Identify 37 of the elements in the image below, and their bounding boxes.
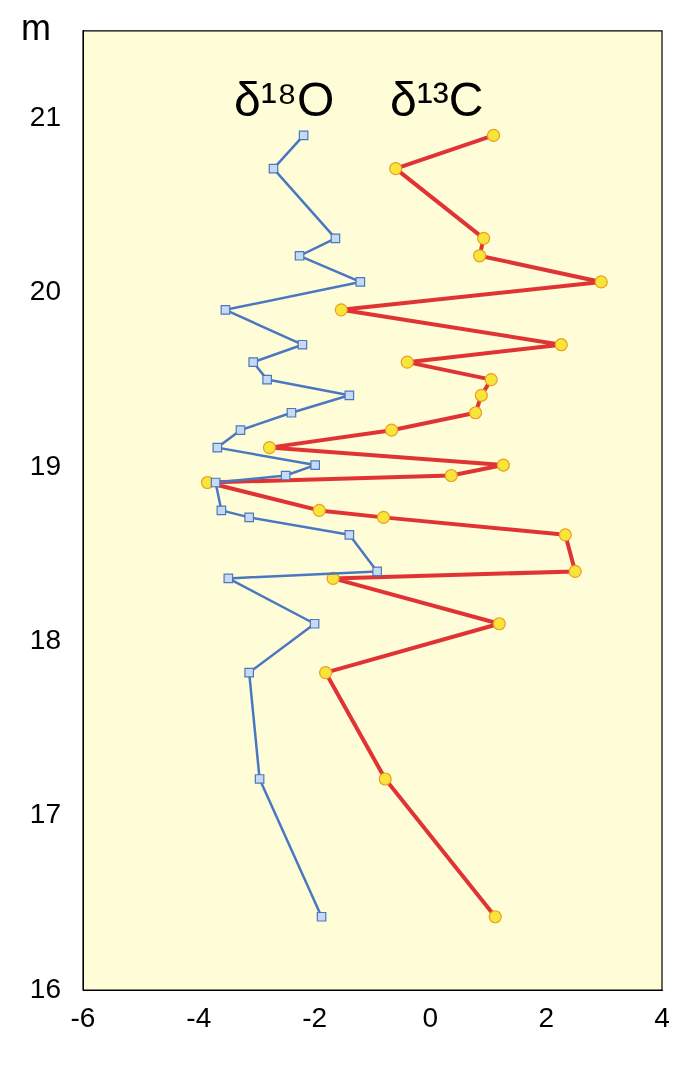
x-tick-label: 2 — [538, 1001, 554, 1033]
point — [244, 512, 255, 523]
x-tick-label: -6 — [70, 1001, 96, 1033]
y-tick-label: 21 — [29, 100, 61, 132]
point — [286, 407, 297, 418]
point — [235, 425, 246, 436]
point — [262, 374, 272, 385]
point — [244, 667, 255, 678]
point — [254, 774, 265, 784]
point — [248, 357, 259, 367]
y-tick-label: 16 — [29, 972, 61, 1004]
point — [344, 529, 355, 540]
point — [220, 305, 231, 315]
point — [223, 573, 234, 584]
point — [372, 566, 382, 577]
point — [310, 460, 321, 470]
x-tick-label: 0 — [422, 1001, 439, 1033]
point — [355, 277, 366, 287]
point — [330, 233, 341, 244]
point — [216, 505, 227, 516]
y-tick-label: 20 — [29, 275, 61, 307]
point — [280, 470, 291, 481]
point — [297, 339, 308, 350]
point — [309, 618, 320, 629]
x-tick-label: 4 — [654, 1001, 670, 1033]
point — [344, 390, 355, 401]
point — [294, 250, 305, 261]
point — [212, 442, 223, 453]
y-axis-title: m — [21, 7, 51, 48]
y-tick-label: 19 — [29, 449, 61, 481]
y-tick-label: 18 — [29, 623, 61, 655]
x-tick-label: -4 — [186, 1001, 212, 1033]
y-tick-label: 17 — [29, 798, 61, 830]
x-tick-label: -2 — [302, 1001, 328, 1033]
series-label: δ¹⁸O — [234, 72, 335, 126]
point — [316, 911, 327, 922]
series-label: δ¹³C — [389, 72, 484, 126]
